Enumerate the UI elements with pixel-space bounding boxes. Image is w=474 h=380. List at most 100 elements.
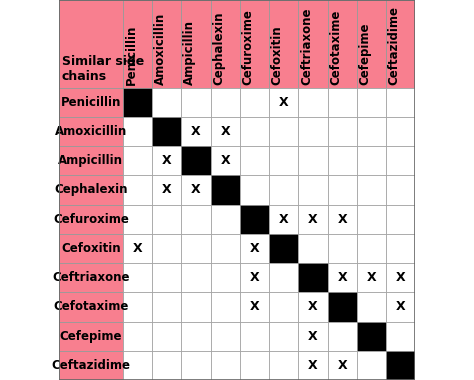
Text: X: X (396, 271, 405, 284)
Bar (182, 204, 210, 234)
Bar (210, 0, 240, 88)
Bar (386, 321, 415, 351)
Bar (59, 263, 123, 292)
Bar (210, 88, 240, 117)
Text: Cefoxitin: Cefoxitin (271, 25, 284, 85)
Bar (299, 176, 328, 204)
Bar (123, 234, 152, 263)
Bar (269, 351, 299, 380)
Text: X: X (337, 359, 347, 372)
Bar (123, 263, 152, 292)
Bar (240, 351, 269, 380)
Bar (386, 263, 415, 292)
Bar (269, 146, 299, 176)
Bar (299, 263, 328, 292)
Bar (152, 321, 182, 351)
Bar (328, 292, 357, 321)
Bar (240, 117, 269, 146)
Text: Penicillin: Penicillin (61, 96, 121, 109)
Text: X: X (337, 271, 347, 284)
Bar (123, 321, 152, 351)
Text: Ceftazidime: Ceftazidime (51, 359, 130, 372)
Bar (59, 234, 123, 263)
Bar (269, 117, 299, 146)
Bar (240, 0, 269, 88)
Text: X: X (250, 301, 259, 314)
Bar (59, 176, 123, 204)
Bar (299, 321, 328, 351)
Text: Ampicillin: Ampicillin (183, 20, 196, 85)
Bar (182, 146, 210, 176)
Bar (59, 351, 123, 380)
Bar (210, 146, 240, 176)
Bar (123, 176, 152, 204)
Bar (386, 292, 415, 321)
Text: Cefepime: Cefepime (358, 22, 372, 85)
Bar (328, 204, 357, 234)
Bar (240, 88, 269, 117)
Bar (357, 292, 386, 321)
Text: Amoxicillin: Amoxicillin (55, 125, 127, 138)
Text: Similar side
chains: Similar side chains (62, 55, 144, 83)
Bar (240, 146, 269, 176)
Bar (299, 117, 328, 146)
Bar (182, 321, 210, 351)
Bar (269, 234, 299, 263)
Text: Cephalexin: Cephalexin (54, 184, 128, 196)
Text: Cephalexin: Cephalexin (212, 11, 225, 85)
Bar (210, 176, 240, 204)
Bar (152, 0, 182, 88)
Text: Ceftriaxone: Ceftriaxone (300, 7, 313, 85)
Bar (299, 88, 328, 117)
Text: Cefuroxime: Cefuroxime (53, 213, 129, 226)
Text: Ampicillin: Ampicillin (58, 154, 123, 167)
Bar (299, 146, 328, 176)
Bar (240, 176, 269, 204)
Bar (357, 176, 386, 204)
Bar (123, 351, 152, 380)
Bar (357, 0, 386, 88)
Text: X: X (337, 213, 347, 226)
Text: X: X (396, 301, 405, 314)
Bar (299, 204, 328, 234)
Bar (210, 321, 240, 351)
Bar (210, 351, 240, 380)
Bar (210, 204, 240, 234)
Bar (328, 88, 357, 117)
Text: X: X (220, 125, 230, 138)
Bar (123, 117, 152, 146)
Bar (240, 234, 269, 263)
Bar (152, 351, 182, 380)
Bar (182, 0, 210, 88)
Bar (299, 351, 328, 380)
Bar (357, 351, 386, 380)
Text: X: X (162, 154, 172, 167)
Bar (182, 176, 210, 204)
Text: Cefoxitin: Cefoxitin (61, 242, 121, 255)
Text: Cefepime: Cefepime (60, 330, 122, 343)
Bar (59, 0, 123, 88)
Bar (182, 234, 210, 263)
Bar (328, 146, 357, 176)
Bar (328, 234, 357, 263)
Bar (269, 263, 299, 292)
Bar (59, 321, 123, 351)
Bar (357, 263, 386, 292)
Bar (386, 0, 415, 88)
Bar (299, 0, 328, 88)
Bar (152, 146, 182, 176)
Bar (357, 117, 386, 146)
Bar (123, 292, 152, 321)
Bar (152, 204, 182, 234)
Bar (328, 117, 357, 146)
Text: X: X (191, 184, 201, 196)
Bar (240, 321, 269, 351)
Text: X: X (308, 330, 318, 343)
Bar (269, 292, 299, 321)
Bar (269, 88, 299, 117)
Text: X: X (308, 359, 318, 372)
Bar (328, 321, 357, 351)
Bar (152, 234, 182, 263)
Bar (123, 146, 152, 176)
Bar (123, 88, 152, 117)
